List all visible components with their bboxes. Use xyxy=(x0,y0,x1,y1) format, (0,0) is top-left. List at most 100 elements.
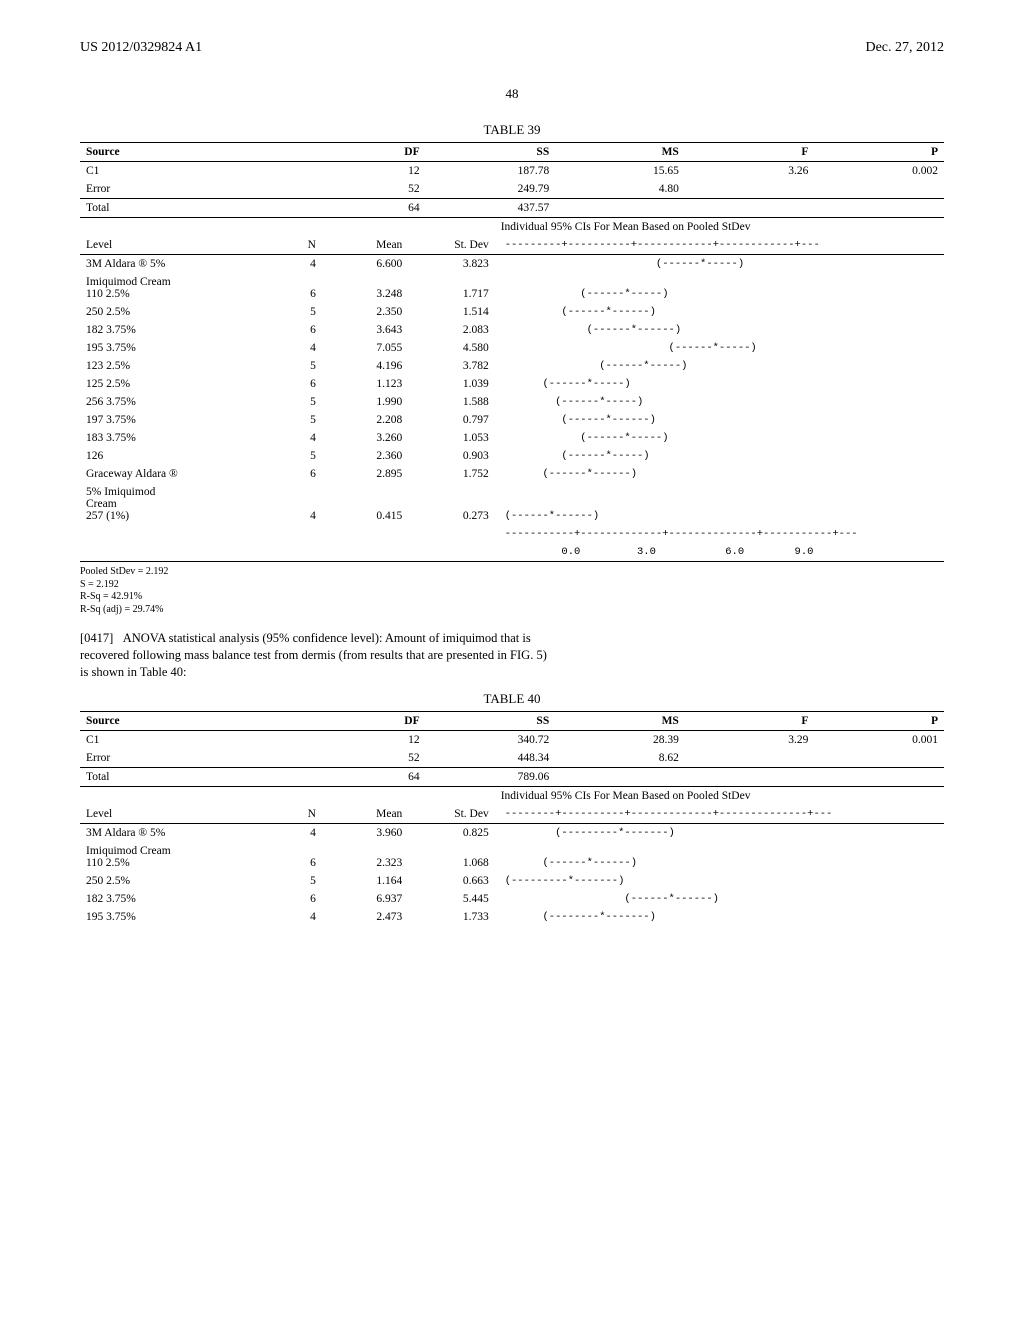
cell: 789.06 xyxy=(426,767,556,786)
cell: 0.002 xyxy=(814,162,944,181)
publication-number: US 2012/0329824 A1 xyxy=(80,40,202,56)
table-row: 195 3.75%42.4731.733 (--------*-------) xyxy=(80,908,944,926)
ci-plot: (------*-----) xyxy=(495,339,944,357)
cell: 0.825 xyxy=(408,823,494,842)
cell: 8.62 xyxy=(555,749,685,768)
cell-level: 126 xyxy=(80,447,253,465)
cell-level: Imiquimod Cream110 2.5% xyxy=(80,273,253,303)
cell: Error xyxy=(80,180,296,199)
cell: 5 xyxy=(253,447,322,465)
cell: 1.588 xyxy=(408,393,494,411)
cell-level: 250 2.5% xyxy=(80,303,253,321)
col-mean: Mean xyxy=(322,805,408,824)
cell: 340.72 xyxy=(426,730,556,749)
cell: Total xyxy=(80,767,296,786)
cell: 4 xyxy=(253,908,322,926)
cell: 52 xyxy=(296,180,425,199)
ci-plot: (------*-----) xyxy=(495,357,944,375)
cell-level: 197 3.75% xyxy=(80,411,253,429)
ci-plot: (------*-----) xyxy=(495,393,944,411)
cell: 12 xyxy=(296,162,425,181)
cell: 187.78 xyxy=(426,162,556,181)
cell-level: 256 3.75% xyxy=(80,393,253,411)
table-row: 123 2.5%54.1963.782 (------*-----) xyxy=(80,357,944,375)
cell xyxy=(685,180,815,199)
col-ms: MS xyxy=(555,143,685,162)
cell: 3.782 xyxy=(408,357,494,375)
col-mean: Mean xyxy=(322,236,408,255)
table39-title: TABLE 39 xyxy=(80,122,944,138)
cell-level: 3M Aldara ® 5% xyxy=(80,255,253,274)
cell: 12 xyxy=(296,730,425,749)
footnote: R-Sq = 42.91% xyxy=(80,591,944,604)
ci-plot: (------*-----) xyxy=(495,273,944,303)
cell: 5 xyxy=(253,872,322,890)
cell: 4 xyxy=(253,823,322,842)
col-p: P xyxy=(814,143,944,162)
table40-anova: Source DF SS MS F P C1 12 340.72 28.39 3… xyxy=(80,711,944,787)
cell: 5 xyxy=(253,357,322,375)
cell: 5.445 xyxy=(408,890,494,908)
ci-plot: (------*------) xyxy=(495,842,944,872)
ci-plot: (------*-----) xyxy=(495,255,944,274)
cell: 6 xyxy=(253,842,322,872)
table-row: 256 3.75%51.9901.588 (------*-----) xyxy=(80,393,944,411)
ci-plot: (------*------) xyxy=(495,890,944,908)
page-number: 48 xyxy=(80,86,944,102)
cell: Error xyxy=(80,749,296,768)
ci-title: Individual 95% CIs For Mean Based on Poo… xyxy=(495,218,944,236)
cell: C1 xyxy=(80,730,296,749)
cell: 28.39 xyxy=(555,730,685,749)
cell-level: Graceway Aldara ® xyxy=(80,465,253,483)
footnote: R-Sq (adj) = 29.74% xyxy=(80,604,944,617)
table-row: 3M Aldara ® 5%43.9600.825 (---------*---… xyxy=(80,823,944,842)
col-stdev: St. Dev xyxy=(408,805,494,824)
ci-plot: (------*------) xyxy=(495,483,944,525)
cell: 4 xyxy=(253,339,322,357)
cell: 0.903 xyxy=(408,447,494,465)
cell-level: 182 3.75% xyxy=(80,321,253,339)
cell: 6 xyxy=(253,375,322,393)
cell: 7.055 xyxy=(322,339,408,357)
cell-level: 250 2.5% xyxy=(80,872,253,890)
table-row: Imiquimod Cream110 2.5%63.2481.717 (----… xyxy=(80,273,944,303)
col-df: DF xyxy=(296,711,425,730)
ci-plot: (------*------) xyxy=(495,465,944,483)
cell: 2.895 xyxy=(322,465,408,483)
col-ss: SS xyxy=(426,711,556,730)
cell: 2.208 xyxy=(322,411,408,429)
cell: 6.937 xyxy=(322,890,408,908)
col-level: Level xyxy=(80,805,253,824)
scale-line: ---------+----------+------------+------… xyxy=(495,236,944,255)
cell: 4.580 xyxy=(408,339,494,357)
table39-footnotes: Pooled StDev = 2.192 S = 2.192 R-Sq = 42… xyxy=(80,566,944,616)
col-source: Source xyxy=(80,711,296,730)
para-num: [0417] xyxy=(80,631,113,645)
cell-level: Imiquimod Cream110 2.5% xyxy=(80,842,253,872)
table40-levels: Individual 95% CIs For Mean Based on Poo… xyxy=(80,787,944,926)
col-level: Level xyxy=(80,236,253,255)
cell: 1.068 xyxy=(408,842,494,872)
cell: 2.323 xyxy=(322,842,408,872)
table-row: 5% ImiquimodCream257 (1%)40.4150.273(---… xyxy=(80,483,944,525)
cell: 3.26 xyxy=(685,162,815,181)
bottom-scale: -----------+-------------+--------------… xyxy=(495,525,944,543)
col-f: F xyxy=(685,143,815,162)
cell-level: 125 2.5% xyxy=(80,375,253,393)
table-row: 12652.3600.903 (------*-----) xyxy=(80,447,944,465)
cell: 3.29 xyxy=(685,730,815,749)
col-df: DF xyxy=(296,143,425,162)
cell: 52 xyxy=(296,749,425,768)
cell: 1.053 xyxy=(408,429,494,447)
cell: 1.514 xyxy=(408,303,494,321)
footnote: S = 2.192 xyxy=(80,579,944,592)
cell xyxy=(814,749,944,768)
cell: 4 xyxy=(253,255,322,274)
cell: 1.717 xyxy=(408,273,494,303)
table-row: 3M Aldara ® 5%46.6003.823 (------*-----) xyxy=(80,255,944,274)
cell xyxy=(814,180,944,199)
col-n: N xyxy=(253,805,322,824)
cell: 6 xyxy=(253,465,322,483)
table39-anova: Source DF SS MS F P C1 12 187.78 15.65 3… xyxy=(80,142,944,218)
cell: 6 xyxy=(253,321,322,339)
